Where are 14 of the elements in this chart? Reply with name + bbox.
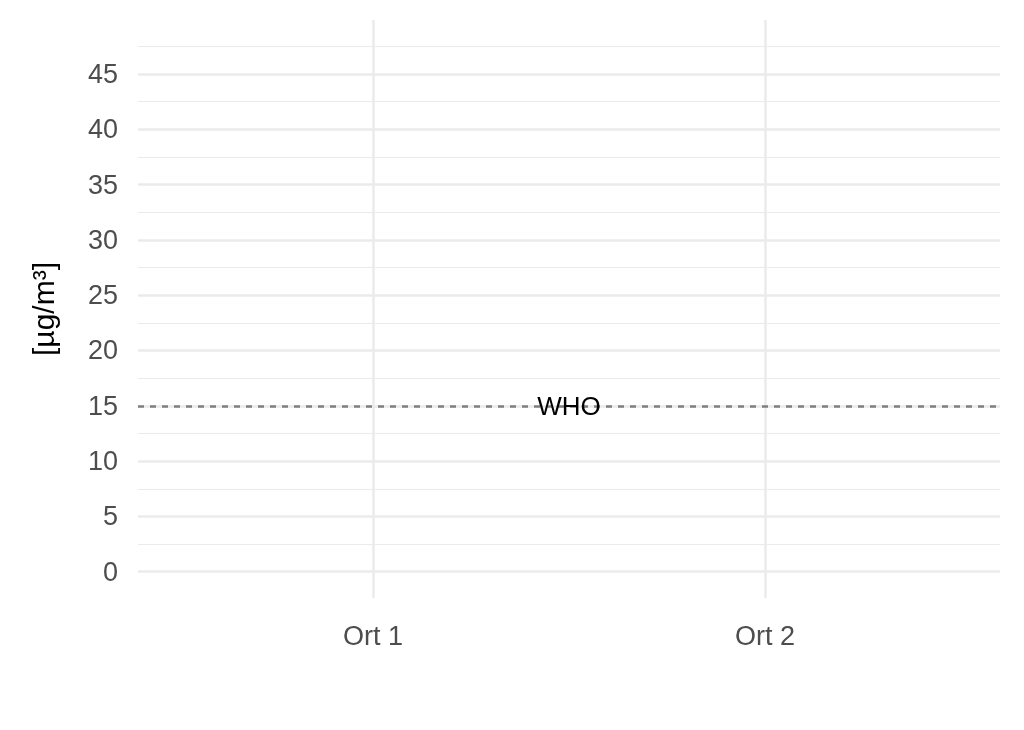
x-tick-label: Ort 2 <box>734 620 795 651</box>
x-tick-label: Ort 1 <box>343 620 404 651</box>
y-tick-label: 20 <box>87 335 118 366</box>
y-tick-label: 15 <box>87 390 118 421</box>
y-tick-label: 45 <box>87 58 118 89</box>
y-tick-label: 10 <box>87 446 118 477</box>
y-tick-label: 5 <box>102 501 118 532</box>
y-axis-title: [µg/m³] <box>26 262 60 356</box>
ref-line-label: WHO <box>537 390 601 421</box>
y-tick-label: 0 <box>102 556 118 587</box>
y-tick-label: 35 <box>87 169 118 200</box>
y-tick-label: 30 <box>87 224 118 255</box>
y-tick-label: 40 <box>87 114 118 145</box>
y-tick-label: 25 <box>87 280 118 311</box>
